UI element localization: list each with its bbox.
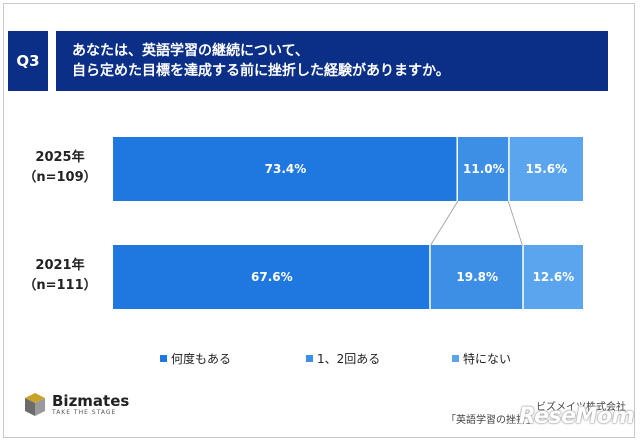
question-line-2: 自ら定めた目標を達成する前に挫折した経験がありますか。	[72, 63, 450, 79]
bar-segment	[113, 245, 430, 309]
bar-value-label: 67.6%	[251, 270, 293, 284]
bar-value-label: 12.6%	[533, 270, 575, 284]
legend-item-many: 何度もある	[160, 350, 231, 367]
legend-swatch	[452, 355, 459, 362]
bar-segment	[509, 137, 583, 201]
question-box: あなたは、英語学習の継続について、 自ら定めた目標を達成する前に挫折した経験があ…	[56, 31, 608, 91]
bar-segment	[113, 137, 457, 201]
bar-value-label: 15.6%	[526, 162, 568, 176]
legend-label: 特にない	[463, 352, 512, 366]
connector-line	[430, 200, 459, 246]
bar-segment	[457, 137, 509, 201]
cube-logo-icon	[25, 393, 45, 416]
legend-swatch	[306, 355, 313, 362]
row-label-2025: 2025年 （n=109）	[20, 148, 100, 188]
row-year: 2025年	[35, 150, 85, 165]
bar-value-label: 73.4%	[265, 162, 307, 176]
row-label-2021: 2021年 （n=111）	[20, 256, 100, 296]
question-line-1: あなたは、英語学習の継続について、	[72, 43, 309, 59]
brand-name: Bizmates	[52, 392, 130, 410]
footer-company: ビズメイツ株式会社	[536, 402, 626, 413]
row-year: 2021年	[35, 258, 85, 273]
legend-label: 1、2回ある	[317, 352, 381, 366]
bar-value-label: 11.0%	[463, 162, 505, 176]
footer-survey: 「英語学習の挫折」	[446, 415, 536, 426]
question-badge: Q3	[8, 31, 48, 91]
legend-label: 何度もある	[171, 352, 232, 366]
brand-tagline: TAKE THE STAGE	[52, 409, 117, 416]
legend-item-few: 1、2回ある	[306, 350, 380, 367]
bar-value-label: 19.8%	[456, 270, 498, 284]
bar-segment	[430, 245, 523, 309]
bar-segment	[523, 245, 583, 309]
legend-item-none: 特にない	[452, 350, 511, 367]
connector-line	[507, 200, 523, 246]
row-sample-size: （n=109）	[23, 170, 97, 185]
bizmates-logo: Bizmates TAKE THE STAGE	[24, 392, 129, 418]
watermark-logo: ReseMom	[518, 404, 635, 429]
legend-swatch	[160, 355, 167, 362]
row-sample-size: （n=111）	[23, 278, 97, 293]
